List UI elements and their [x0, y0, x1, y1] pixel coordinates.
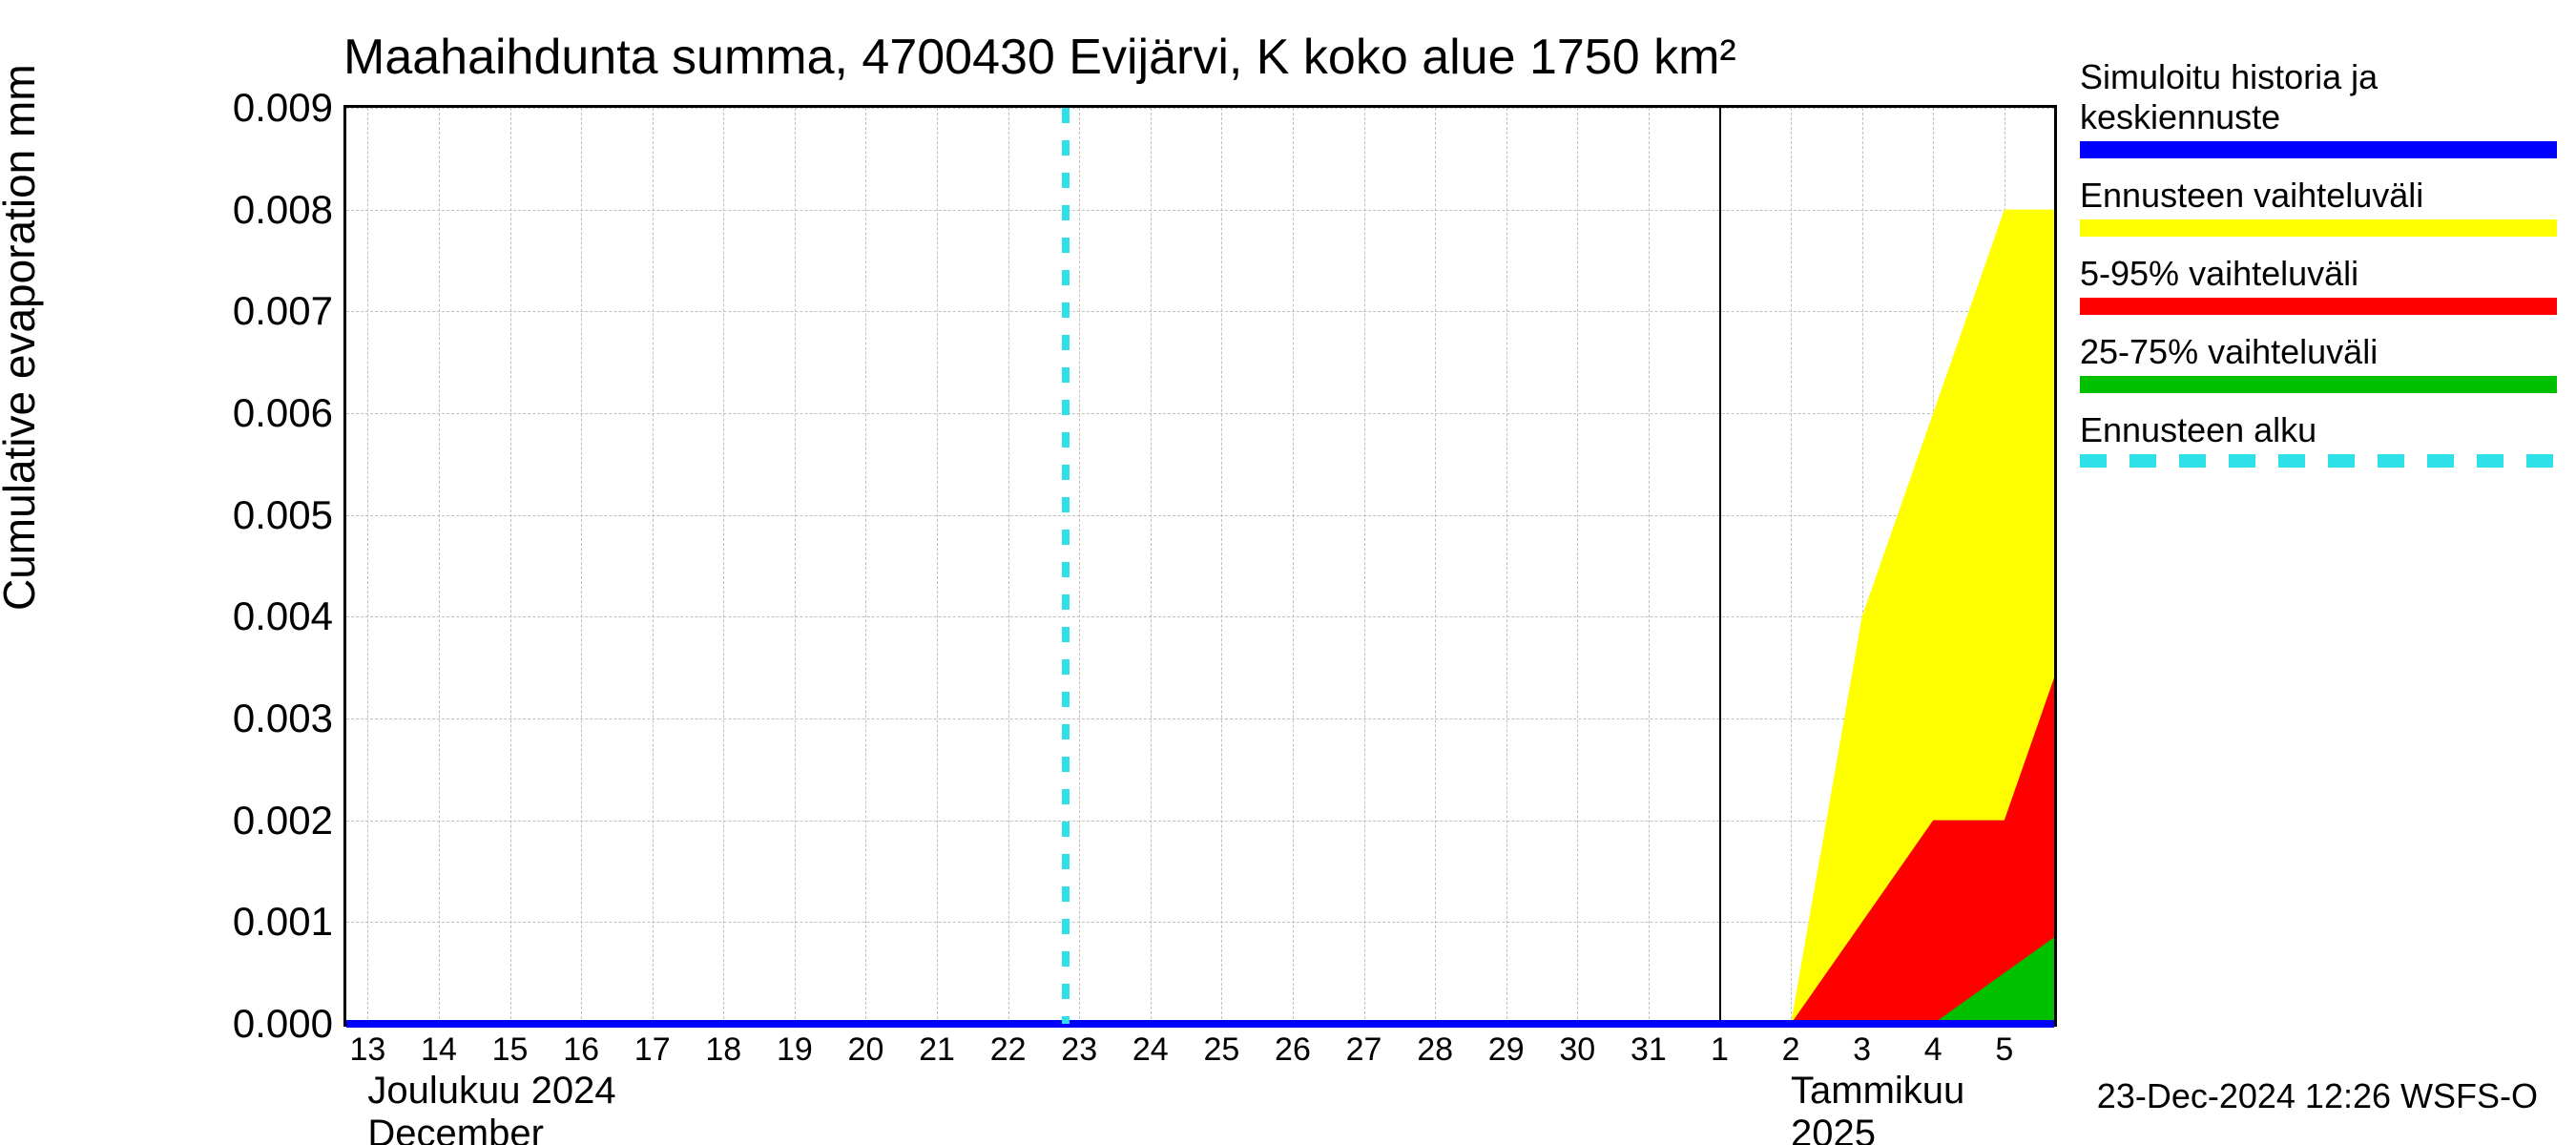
x-tick-label: 30: [1559, 1031, 1595, 1069]
x-tick-label: 5: [1995, 1031, 2013, 1069]
chart-container: Maahaihdunta summa, 4700430 Evijärvi, K …: [0, 0, 2576, 1145]
x-tick-label: 21: [919, 1031, 955, 1069]
legend-swatch: [2080, 376, 2557, 393]
y-tick-label: 0.001: [233, 899, 333, 945]
y-tick-label: 0.003: [233, 696, 333, 741]
x-tick-label: 2: [1782, 1031, 1800, 1069]
x-tick-label: 4: [1924, 1031, 1942, 1069]
history-line: [346, 1020, 2054, 1028]
legend-label: 25-75% vaihteluväli: [2080, 332, 2557, 372]
legend-swatch: [2080, 454, 2557, 468]
x-tick-label: 1: [1711, 1031, 1729, 1069]
legend-label: Ennusteen vaihteluväli: [2080, 176, 2557, 216]
forecast-start-line: [1062, 108, 1070, 1024]
x-tick-label: 26: [1275, 1031, 1311, 1069]
x-tick-label: 18: [705, 1031, 741, 1069]
x-tick-label: 3: [1853, 1031, 1871, 1069]
y-tick-label: 0.008: [233, 187, 333, 233]
x-tick-label: 20: [848, 1031, 884, 1069]
y-tick-label: 0.004: [233, 593, 333, 639]
x-tick-label: 13: [349, 1031, 385, 1069]
x-tick-label: 24: [1132, 1031, 1169, 1069]
x-tick-label: 31: [1631, 1031, 1667, 1069]
legend-label: Ennusteen alku: [2080, 410, 2557, 450]
legend-label: 5-95% vaihteluväli: [2080, 254, 2557, 294]
forecast-bands-svg: [346, 108, 2054, 1024]
y-tick-label: 0.000: [233, 1001, 333, 1047]
y-tick-label: 0.009: [233, 85, 333, 131]
y-tick-label: 0.002: [233, 798, 333, 843]
chart-title: Maahaihdunta summa, 4700430 Evijärvi, K …: [343, 29, 1736, 86]
plot-area: 0.0000.0010.0020.0030.0040.0050.0060.007…: [343, 105, 2057, 1027]
x-month-label-december: Joulukuu 2024 December: [367, 1070, 615, 1145]
legend-label: Simuloitu historia ja keskiennuste: [2080, 57, 2557, 137]
x-tick-label: 19: [777, 1031, 813, 1069]
y-tick-label: 0.005: [233, 492, 333, 538]
y-tick-label: 0.006: [233, 390, 333, 436]
y-axis-label: Cumulative evaporation mm: [0, 64, 45, 611]
x-tick-label: 27: [1346, 1031, 1382, 1069]
x-tick-label: 15: [492, 1031, 529, 1069]
x-month-label-january: Tammikuu 2025 January: [1791, 1070, 2054, 1145]
legend-swatch: [2080, 219, 2557, 237]
x-tick-label: 17: [634, 1031, 671, 1069]
x-tick-label: 23: [1061, 1031, 1097, 1069]
x-tick-label: 22: [990, 1031, 1027, 1069]
x-tick-label: 28: [1417, 1031, 1453, 1069]
x-tick-label: 29: [1488, 1031, 1525, 1069]
legend: Simuloitu historia ja keskiennuste Ennust…: [2080, 57, 2557, 485]
chart-footer-timestamp: 23-Dec-2024 12:26 WSFS-O: [2097, 1076, 2538, 1116]
legend-swatch: [2080, 141, 2557, 158]
x-tick-label: 16: [563, 1031, 599, 1069]
legend-swatch: [2080, 298, 2557, 315]
x-tick-label: 25: [1203, 1031, 1239, 1069]
x-tick-label: 14: [421, 1031, 457, 1069]
y-tick-label: 0.007: [233, 288, 333, 334]
